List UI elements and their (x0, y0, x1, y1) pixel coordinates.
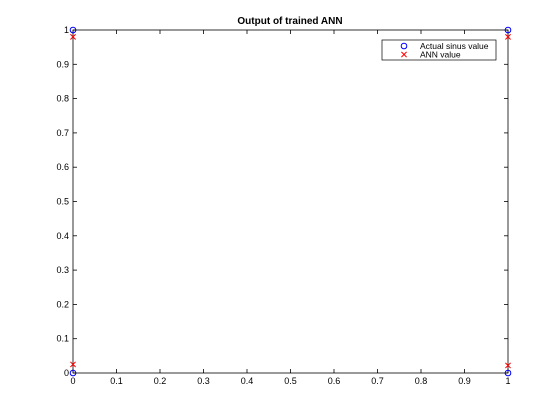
actual-point (69, 26, 77, 34)
y-tick-label: 0.8 (56, 94, 69, 104)
ann-point (70, 33, 76, 40)
legend-marker-stroke (401, 51, 407, 58)
ann-point-stroke (505, 33, 511, 40)
x-tick-label: 1 (505, 376, 510, 386)
x-tick-label: 0.9 (458, 376, 471, 386)
actual-point (69, 369, 77, 377)
y-tick-label: 0.9 (56, 59, 69, 69)
x-tick-label: 0 (70, 376, 75, 386)
plot-area: 0 0.1 0.2 0.3 0.4 0.5 0.6 0.7 0.8 0.9 1 0 0.1 0.2 0.3 0… (56, 25, 512, 386)
legend-marker (401, 51, 407, 58)
y-tick-label: 0.4 (56, 231, 69, 241)
y-tick-label: 0.7 (56, 128, 69, 138)
x-tick-label: 0.6 (328, 376, 341, 386)
y-tick-label: 0.1 (56, 334, 69, 344)
y-tick-label: 0.3 (56, 265, 69, 275)
legend-marker (400, 42, 408, 50)
y-tick-label: 0.2 (56, 299, 69, 309)
actual-point (504, 26, 512, 34)
y-tick-label: 1 (64, 25, 69, 35)
actual-point (504, 369, 512, 377)
legend-entry: Actual sinus value (420, 41, 489, 51)
x-tick-label: 0.4 (241, 376, 254, 386)
chart-title: Output of trained ANN (237, 16, 342, 27)
x-tick-label: 0.3 (197, 376, 210, 386)
ann-point-stroke (70, 361, 76, 368)
x-tick-label: 0.1 (110, 376, 123, 386)
legend-entry: ANN value (420, 50, 461, 60)
y-tick-label: 0.5 (56, 197, 69, 207)
x-tick-label: 0.7 (371, 376, 384, 386)
x-tick-label: 0.8 (415, 376, 428, 386)
ann-point (505, 362, 511, 369)
y-tick-label: 0.6 (56, 162, 69, 172)
ann-point-stroke (505, 362, 511, 369)
legend-box (381, 39, 497, 61)
ann-point (70, 361, 76, 368)
x-tick-label: 0.5 (284, 376, 297, 386)
ann-point (505, 33, 511, 40)
ann-point-stroke (70, 33, 76, 40)
y-tick-label: 0 (64, 368, 69, 378)
x-tick-label: 0.2 (154, 376, 167, 386)
